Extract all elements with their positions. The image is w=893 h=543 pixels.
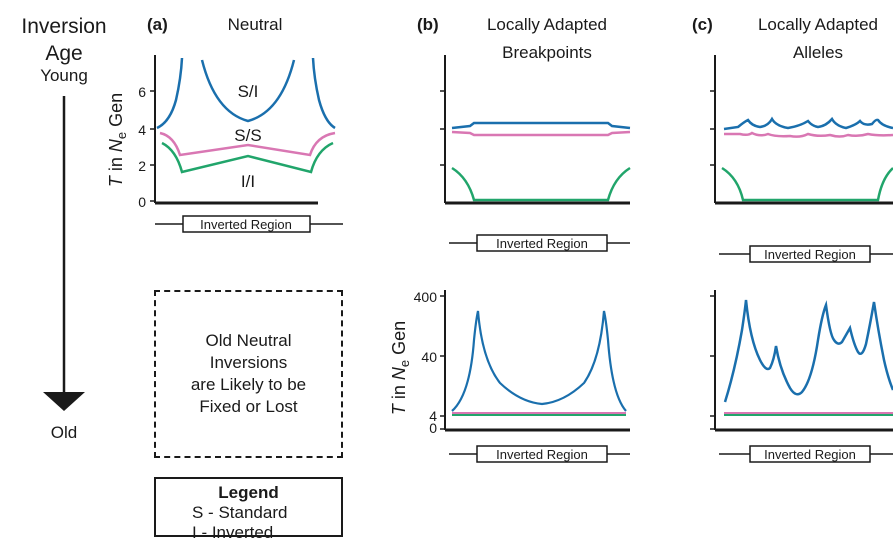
panel-c-top-si [723,116,893,131]
panel-c-bottom-si [723,299,893,403]
label-ii: I/I [241,172,255,191]
label-ss: S/S [234,126,261,145]
old-neutral-line-1: Old Neutral [205,331,292,350]
panel-b-bottom-region-bar: Inverted Region [449,445,630,463]
panel-c-title-line2: Alleles [793,43,843,62]
bottom-tick-label-400: 400 [414,289,438,305]
panel-c-top-ss [724,131,893,138]
panel-b-letter: (b) [417,15,439,34]
figure-canvas: Inversion Age Young Old (a) Neutral (b) … [21,15,893,463]
y-label-in: in [106,152,126,176]
panel-c-title-line1: Locally Adapted [758,15,878,34]
top-tick-label-4: 4 [138,122,146,138]
panel-b-top-ii [451,166,631,202]
old-neutral-line-2: Inversions [209,353,288,372]
panel-b-title-line1: Locally Adapted [487,15,607,34]
panel-b-bottom-si [451,310,627,412]
panel-c-letter: (c) [692,15,713,34]
panel-b-top-region-label: Inverted Region [496,236,588,251]
y-label-sub: e [114,132,129,139]
legend-title: Legend [218,483,279,502]
legend-box: Legend S - Standard I - Inverted [154,477,343,542]
panel-a-title: Neutral [228,15,283,34]
panel-a-region-bar: Inverted Region [155,215,343,233]
panel-c-top-region-box [749,245,871,263]
panel-c-top-region-bar: Inverted Region [719,245,893,263]
panel-a-ss-curve [159,131,336,157]
panel-b-top-ss [451,130,631,137]
y-label-t-b: T [389,402,409,415]
bottom-tick-label-40: 40 [421,349,437,365]
old-label: Old [51,423,77,442]
panel-a-si-left [156,57,184,130]
y-axis-label-top: T in Ne Gen [106,93,129,187]
panel-a-si-middle [200,59,296,123]
y-label-n: N [106,138,126,152]
young-label: Young [40,66,88,85]
legend-row-inverted: I - Inverted [192,523,274,542]
y-label-n-b: N [389,366,409,380]
y-label-in-b: in [389,380,409,404]
y-label-sub-b: e [397,360,412,367]
bottom-tick-label-4: 4 [429,408,437,424]
old-neutral-line-3: are Likely to be [190,375,307,394]
panel-a-letter: (a) [147,15,168,34]
top-tick-label-0: 0 [138,194,146,210]
panel-a-plot: 0 2 4 6 S/I S/S I/I [138,55,336,210]
panel-b-top-si [451,121,631,130]
top-tick-label-6: 6 [138,84,146,100]
panel-b-bottom-plot: 400 40 4 0 [414,289,630,436]
panel-c-top-plot [710,55,893,205]
panel-c-bottom-plot [710,290,893,432]
y-axis-label-bottom: T in Ne Gen [389,321,412,415]
panel-c-top-region-label: Inverted Region [764,247,856,262]
label-si: S/I [238,82,259,101]
panel-c-bottom-region-label: Inverted Region [764,447,856,462]
y-label-t: T [106,174,126,187]
age-title-line1: Inversion [21,15,106,38]
panel-a-si-right [311,57,336,130]
bottom-tick-label-0: 0 [429,420,437,436]
panel-b-bottom-region-box [476,445,608,463]
y-label-gen-b: Gen [389,321,409,360]
panel-b-top-region-bar: Inverted Region [449,234,630,252]
old-neutral-line-4: Fixed or Lost [199,397,298,416]
panel-b-title-line2: Breakpoints [502,43,592,62]
age-title-line2: Age [45,42,82,65]
panel-c-top-ii [721,166,893,202]
panel-b-top-plot [440,55,631,205]
panel-a-region-label: Inverted Region [200,217,292,232]
panel-b-top-region-box [476,234,608,252]
y-label-gen: Gen [106,93,126,132]
age-arrow-head [43,392,85,411]
panel-a-region-box [182,215,311,233]
old-neutral-box: Old Neutral Inversions are Likely to be … [154,290,343,458]
panel-a-ii-curve [161,141,334,174]
legend-row-standard: S - Standard [192,503,288,522]
top-tick-label-2: 2 [138,158,146,174]
panel-b-bottom-region-label: Inverted Region [496,447,588,462]
panel-c-bottom-region-bar: Inverted Region [719,445,893,463]
panel-c-bottom-region-box [749,445,871,463]
